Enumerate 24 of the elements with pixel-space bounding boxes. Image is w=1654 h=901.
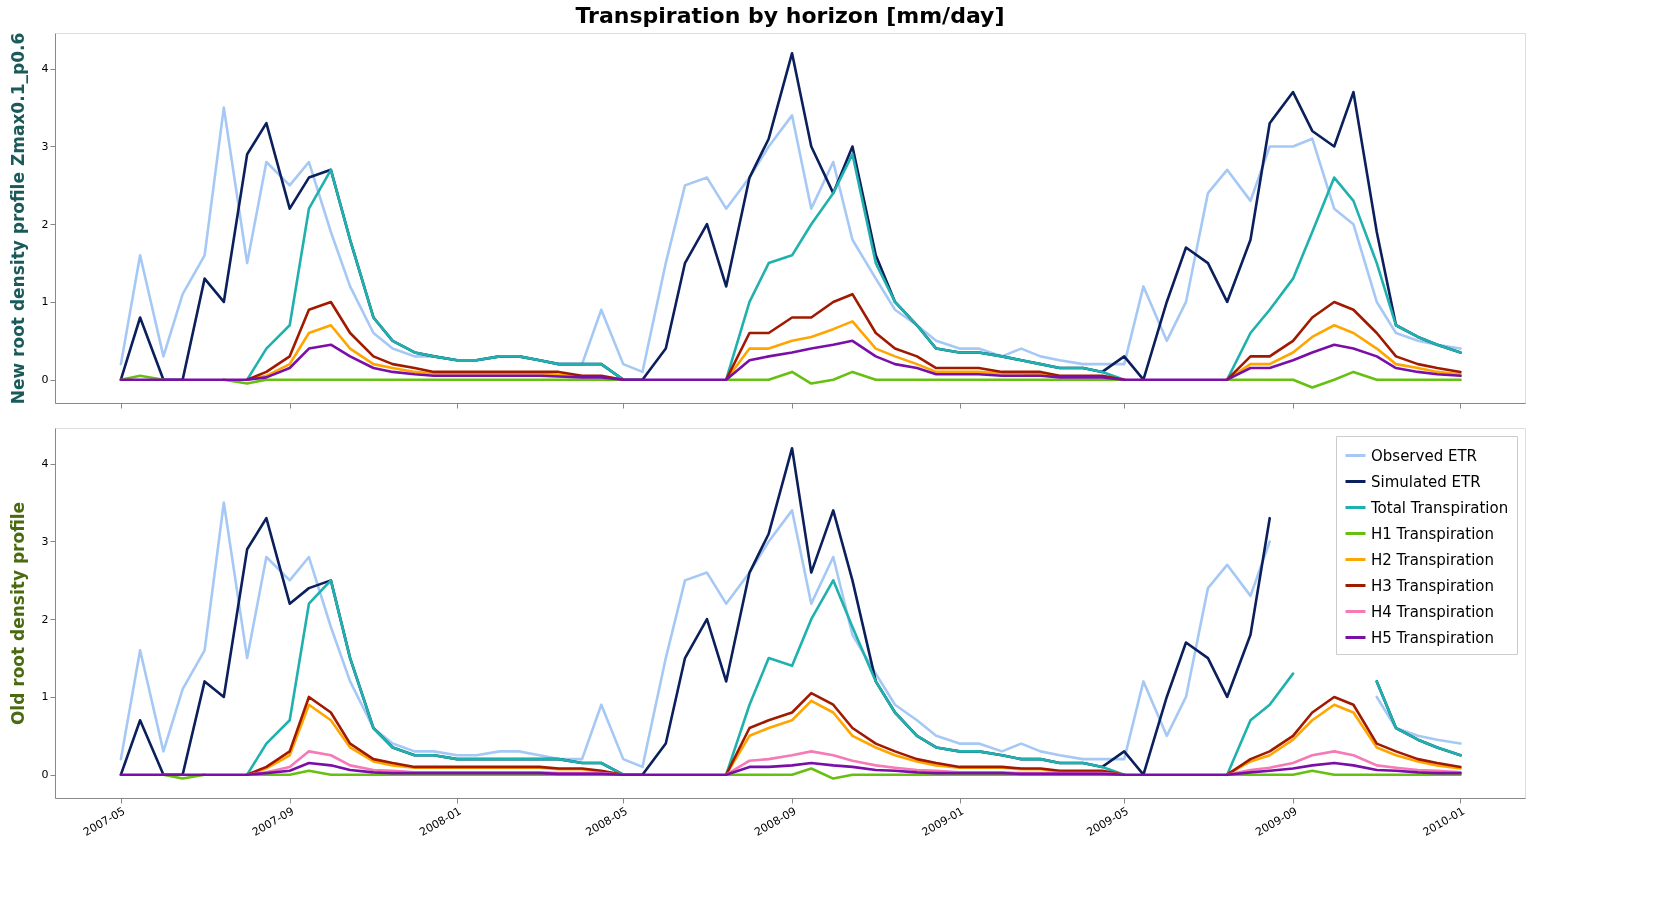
y-tick-label: 0 bbox=[41, 373, 49, 387]
legend-label: H5 Transpiration bbox=[1371, 628, 1495, 647]
y-tick-label: 2 bbox=[41, 612, 49, 626]
y-tick-label: 1 bbox=[41, 295, 49, 309]
y-tick-label: 4 bbox=[41, 62, 49, 76]
y-tick-label: 2 bbox=[41, 217, 49, 231]
line-series bbox=[119, 339, 1462, 381]
legend-label: Observed ETR bbox=[1371, 446, 1477, 465]
line-series bbox=[119, 106, 1462, 374]
y-tick-label: 3 bbox=[41, 139, 49, 153]
y-axis-title: New root density profile Zmax0.1_p0.6 bbox=[7, 32, 28, 405]
legend-label: Simulated ETR bbox=[1371, 472, 1481, 491]
legend-label: H4 Transpiration bbox=[1371, 602, 1495, 621]
line-series bbox=[119, 761, 1462, 776]
legend-label: H2 Transpiration bbox=[1371, 550, 1495, 569]
y-axis-title: Old root density profile bbox=[7, 501, 28, 726]
chart-title: Transpiration by horizon [mm/day] bbox=[575, 3, 1005, 29]
y-tick-label: 1 bbox=[41, 690, 49, 704]
y-tick-label: 3 bbox=[41, 534, 49, 548]
legend-label: Total Transpiration bbox=[1370, 498, 1509, 517]
y-tick-label: 0 bbox=[41, 768, 49, 782]
legend-label: H1 Transpiration bbox=[1371, 524, 1495, 543]
y-tick-label: 4 bbox=[41, 457, 49, 471]
legend-label: H3 Transpiration bbox=[1371, 576, 1495, 595]
